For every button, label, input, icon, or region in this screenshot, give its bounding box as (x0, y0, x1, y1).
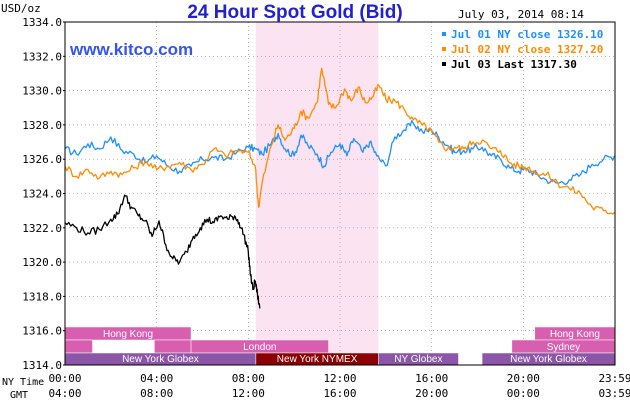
y-unit-label: USD/oz (1, 2, 41, 15)
chart-title: 24 Hour Spot Gold (Bid) (187, 2, 402, 23)
gmt-label: GMT (10, 390, 28, 400)
session-label: Hong Kong (550, 329, 600, 340)
kitco-watermark: www.kitco.com (69, 40, 193, 59)
legend-entry: Jul 02 NY close 1327.20 (451, 43, 603, 56)
x-tick-label-ny: 16:00 (415, 372, 448, 385)
series-line-2 (64, 67, 615, 215)
y-tick-label: 1326.0 (22, 153, 62, 166)
ny-time-label: NY Time (2, 377, 44, 388)
y-tick-label: 1322.0 (22, 222, 62, 235)
session-label: Sydney (547, 342, 580, 353)
x-tick-label-gmt: 04:00 (48, 387, 81, 400)
x-tick-label-ny: 23:59 (598, 372, 630, 385)
x-tick-label-ny: 12:00 (323, 372, 356, 385)
legend: Jul 01 NY close 1326.10 Jul 02 NY close 1… (442, 28, 603, 71)
session-band (154, 339, 192, 354)
y-tick-label: 1320.0 (22, 256, 62, 269)
x-tick-label-ny: 00:00 (48, 372, 81, 385)
legend-entry: Jul 03 Last 1317.30 (451, 58, 577, 71)
session-label: NY Globex (394, 354, 442, 365)
y-tick-label: 1324.0 (22, 188, 62, 201)
y-axis-ticks: 1334.0 1332.0 1330.0 1328.0 1326.0 1324.0 1322… (22, 16, 65, 372)
x-tick-label-gmt: 03:59 (598, 387, 630, 400)
y-tick-label: 1334.0 (22, 16, 62, 29)
session-label: London (243, 342, 276, 353)
session-label: New York Globex (122, 354, 199, 365)
session-label: New York Globex (510, 354, 587, 365)
legend-swatch (442, 47, 446, 51)
x-tick-label-gmt: 08:00 (140, 387, 173, 400)
y-tick-label: 1332.0 (22, 50, 62, 63)
session-label: Hong Kong (103, 329, 153, 340)
x-tick-label-gmt: 16:00 (323, 387, 356, 400)
series-layer (64, 67, 616, 309)
x-axis-ticks: 00:00 04:00 04:00 08:00 08:00 12:00 12:00 16:00… (48, 372, 630, 400)
x-tick-label-ny: 04:00 (140, 372, 173, 385)
x-tick-label-gmt: 20:00 (415, 387, 448, 400)
session-label: New York NYMEX (277, 354, 358, 365)
y-tick-label: 1316.0 (22, 325, 62, 338)
session-band (64, 339, 93, 354)
legend-entry: Jul 01 NY close 1326.10 (451, 28, 603, 41)
y-tick-label: 1318.0 (22, 290, 62, 303)
series-line-3 (64, 194, 261, 309)
x-tick-label-gmt: 00:00 (507, 387, 540, 400)
date-stamp: July 03, 2014 08:14 (458, 8, 584, 21)
x-tick-label-ny: 20:00 (507, 372, 540, 385)
y-tick-label: 1330.0 (22, 85, 62, 98)
y-tick-label: 1314.0 (22, 359, 62, 372)
y-tick-label: 1328.0 (22, 119, 62, 132)
legend-swatch (442, 62, 446, 66)
x-tick-label-gmt: 12:00 (232, 387, 265, 400)
legend-swatch (442, 32, 446, 36)
x-tick-label-ny: 08:00 (232, 372, 265, 385)
